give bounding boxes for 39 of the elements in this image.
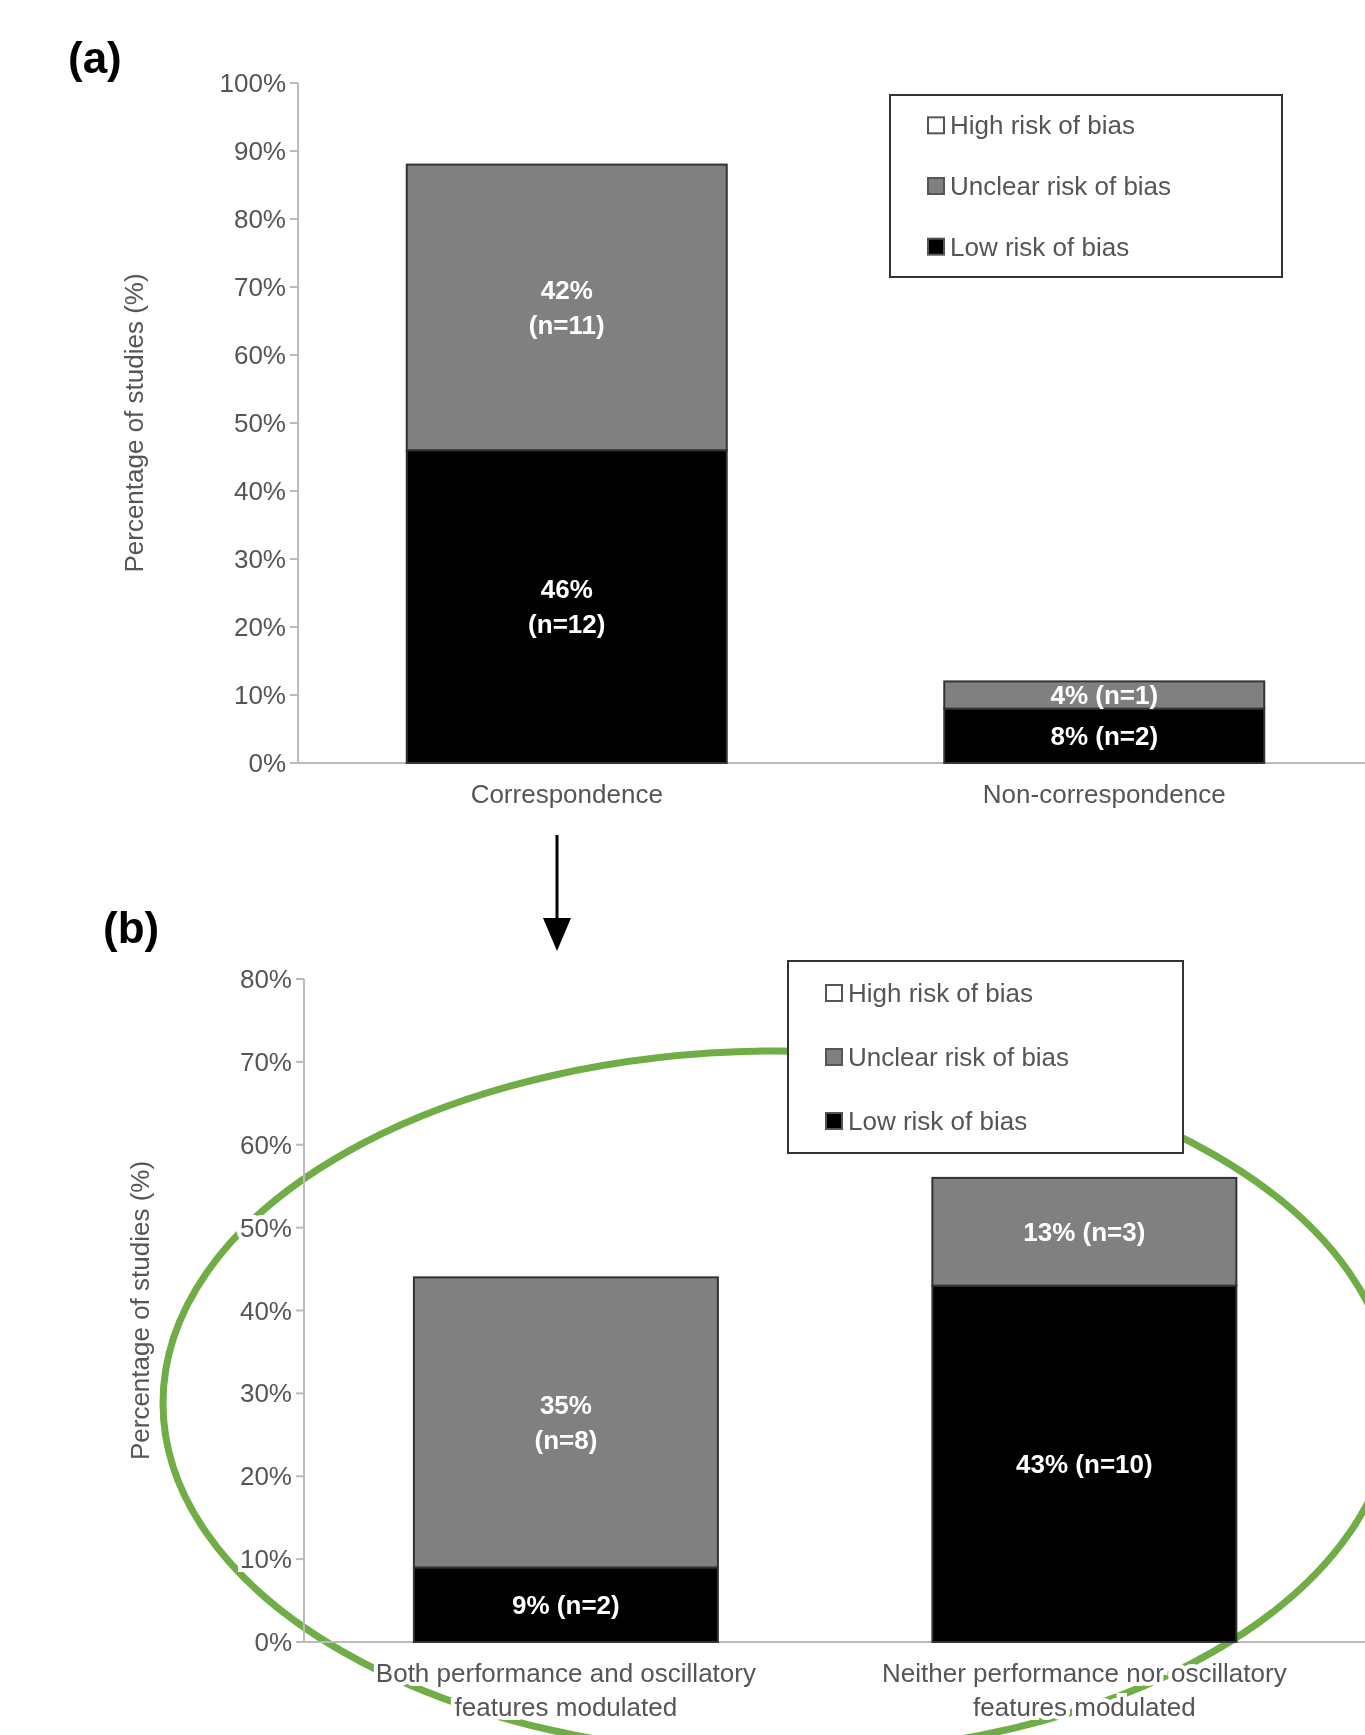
legend-label: Unclear risk of bias — [848, 1042, 1070, 1073]
legend-label: High risk of bias — [848, 978, 1033, 1009]
legend-label: Low risk of bias — [848, 1106, 1028, 1137]
y-tick-label: 80% — [233, 204, 286, 235]
legend-label: High risk of bias — [950, 110, 1135, 141]
y-tick-label: 50% — [233, 408, 286, 439]
y-tick-label: 10% — [233, 680, 286, 711]
y-tick-label: 40% — [239, 1295, 292, 1326]
data-label: 42% (n=11) — [528, 274, 605, 341]
y-tick-label: 60% — [239, 1129, 292, 1160]
y-tick-label: 40% — [233, 476, 286, 507]
data-label: 13% (n=3) — [1023, 1216, 1146, 1247]
chart-title: (b) — [103, 903, 160, 952]
y-tick-label: 20% — [239, 1461, 292, 1492]
y-axis-title: Percentage of studies (%) — [125, 1160, 155, 1461]
x-tick-label: Correspondence — [470, 779, 663, 809]
y-tick-label: 30% — [233, 544, 286, 575]
y-tick-label: 30% — [239, 1378, 292, 1409]
y-tick-label: 20% — [233, 612, 286, 643]
y-tick-label: 0% — [248, 748, 286, 779]
y-tick-label: 10% — [239, 1544, 292, 1575]
y-tick-label: 100% — [219, 68, 286, 99]
y-tick-label: 70% — [233, 272, 286, 303]
data-label: 46% (n=12) — [528, 574, 606, 640]
y-tick-label: 90% — [233, 136, 286, 167]
data-label: 8% (n=2) — [1050, 720, 1159, 751]
y-tick-label: 60% — [233, 340, 286, 371]
data-label: 35% (n=8) — [534, 1389, 598, 1456]
x-tick-label: Non-correspondence — [982, 779, 1226, 809]
legend-label: Low risk of bias — [950, 231, 1130, 262]
data-label: 9% (n=2) — [512, 1589, 620, 1620]
data-label: 43% (n=10) — [1016, 1448, 1153, 1479]
legend-label: Unclear risk of bias — [950, 171, 1172, 202]
y-tick-label: 0% — [254, 1627, 292, 1658]
y-axis-title: Percentage of studies (%) — [119, 273, 149, 573]
y-tick-label: 80% — [239, 964, 292, 995]
data-label: 4% (n=1) — [1050, 680, 1159, 711]
chart-title: (a) — [68, 33, 122, 82]
y-tick-label: 70% — [239, 1046, 292, 1077]
